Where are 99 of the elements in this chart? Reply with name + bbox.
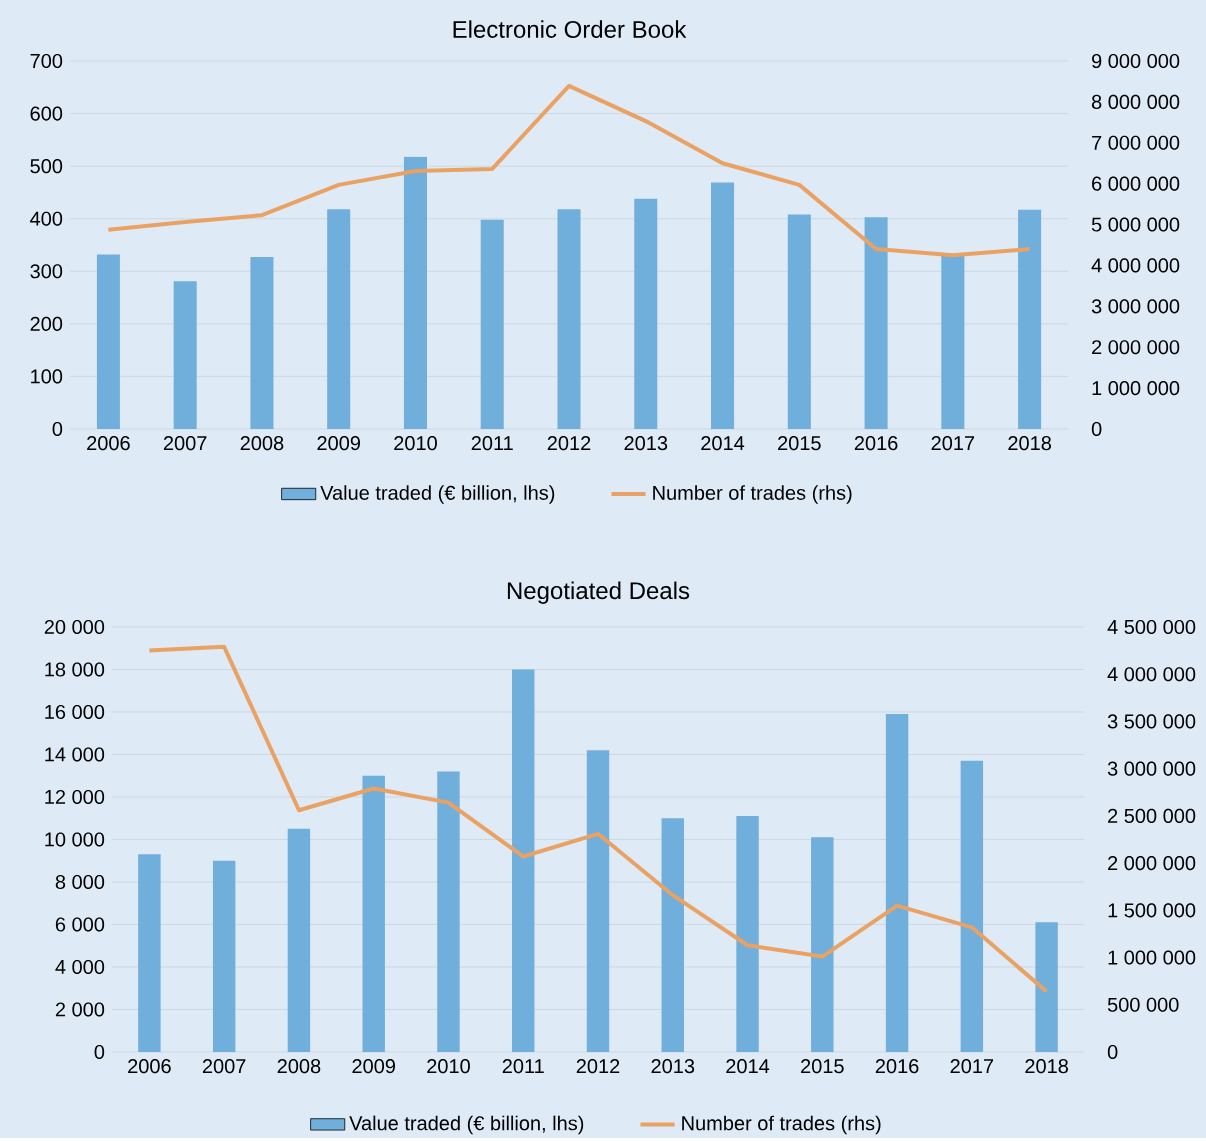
bar bbox=[138, 854, 161, 1052]
x-tick-label: 2017 bbox=[950, 1058, 994, 1074]
y2-tick-label: 9 000 000 bbox=[1092, 53, 1180, 69]
y-tick-label: 0 bbox=[94, 1044, 105, 1059]
bar bbox=[586, 750, 610, 1052]
x-tick-label: 2013 bbox=[651, 1058, 695, 1074]
y2-tick-label: 3 000 000 bbox=[1107, 761, 1196, 776]
y2-tick-label: 3 000 000 bbox=[1091, 299, 1180, 314]
x-tick-label: 2009 bbox=[352, 1058, 395, 1074]
bar bbox=[661, 818, 684, 1052]
y-tick-label: 300 bbox=[30, 264, 63, 279]
bar bbox=[864, 217, 888, 429]
x-tick-label: 2008 bbox=[240, 436, 284, 451]
y-tick-label: 8 000 bbox=[55, 874, 105, 889]
x-tick-label: 2006 bbox=[128, 1058, 171, 1074]
y-tick-label: 0 bbox=[52, 421, 63, 436]
legend-label: Value traded (€ billion, lhs) bbox=[320, 485, 555, 504]
legend-label: Value traded (€ billion, lhs) bbox=[349, 1115, 584, 1135]
y-tick-label: 12 000 bbox=[45, 789, 105, 804]
bar bbox=[480, 219, 504, 429]
y2-tick-label: 4 500 000 bbox=[1107, 619, 1196, 634]
x-tick-label: 2010 bbox=[427, 1058, 470, 1074]
y-tick-label: 400 bbox=[30, 211, 63, 226]
bar bbox=[1035, 922, 1058, 1052]
chart-title: Negotiated Deals bbox=[507, 581, 690, 604]
bar bbox=[362, 775, 385, 1052]
bar bbox=[1018, 209, 1042, 429]
y2-tick-label: 0 bbox=[1091, 421, 1102, 436]
y2-tick-label: 1 500 000 bbox=[1108, 903, 1196, 918]
y-tick-label: 20 000 bbox=[44, 619, 105, 634]
bar bbox=[711, 182, 735, 429]
x-tick-label: 2018 bbox=[1025, 1058, 1068, 1074]
y-tick-label: 2 000 bbox=[55, 1002, 105, 1017]
bar bbox=[212, 860, 236, 1052]
line-series bbox=[147, 644, 1049, 994]
y2-tick-label: 2 000 000 bbox=[1108, 855, 1196, 871]
y-tick-label: 16 000 bbox=[45, 704, 105, 719]
x-tick-label: 2015 bbox=[801, 1058, 844, 1074]
x-tick-label: 2008 bbox=[277, 1058, 321, 1074]
y2-tick-label: 4 000 000 bbox=[1107, 667, 1196, 682]
y2-tick-label: 7 000 000 bbox=[1092, 135, 1180, 150]
x-tick-label: 2007 bbox=[163, 436, 207, 451]
bar bbox=[941, 255, 965, 429]
y2-tick-label: 0 bbox=[1107, 1044, 1118, 1059]
y-tick-label: 500 bbox=[30, 159, 63, 174]
chart-title: Electronic Order Book bbox=[453, 20, 687, 38]
x-tick-label: 2014 bbox=[701, 436, 745, 451]
y2-tick-label: 8 000 000 bbox=[1091, 94, 1180, 109]
x-tick-label: 2007 bbox=[202, 1058, 246, 1074]
x-tick-label: 2010 bbox=[394, 436, 437, 451]
y-tick-label: 18 000 bbox=[45, 662, 105, 677]
y-tick-label: 700 bbox=[30, 53, 63, 69]
bar bbox=[327, 209, 351, 429]
legend-label: Number of trades (rhs) bbox=[682, 1115, 881, 1135]
bar bbox=[960, 760, 984, 1052]
y-tick-label: 10 000 bbox=[45, 832, 105, 847]
y2-tick-label: 2 500 000 bbox=[1108, 808, 1196, 823]
y-tick-label: 4 000 bbox=[55, 959, 105, 974]
bar bbox=[736, 816, 759, 1052]
bar bbox=[885, 714, 909, 1052]
bar bbox=[557, 209, 581, 429]
bar bbox=[811, 837, 834, 1052]
y2-tick-label: 6 000 000 bbox=[1092, 176, 1180, 191]
bar bbox=[250, 257, 274, 429]
y2-tick-label: 1 000 000 bbox=[1092, 380, 1180, 396]
y2-tick-label: 3 500 000 bbox=[1107, 714, 1196, 729]
line-series bbox=[106, 83, 1032, 258]
x-tick-label: 2009 bbox=[317, 436, 361, 451]
bar bbox=[173, 281, 197, 429]
x-tick-label: 2011 bbox=[471, 436, 513, 451]
y2-tick-label: 4 000 000 bbox=[1091, 258, 1180, 273]
bar bbox=[787, 214, 811, 429]
y2-tick-label: 2 000 000 bbox=[1092, 340, 1180, 355]
x-tick-label: 2006 bbox=[87, 436, 130, 451]
y-tick-label: 100 bbox=[31, 369, 63, 384]
x-tick-label: 2016 bbox=[854, 436, 898, 451]
bar bbox=[437, 771, 460, 1052]
x-tick-label: 2014 bbox=[726, 1058, 770, 1074]
y-tick-label: 6 000 bbox=[55, 917, 105, 932]
x-tick-label: 2012 bbox=[547, 436, 591, 451]
x-tick-label: 2011 bbox=[502, 1058, 544, 1074]
bar bbox=[512, 669, 535, 1052]
y2-tick-label: 1 000 000 bbox=[1108, 950, 1196, 965]
bar bbox=[287, 828, 311, 1052]
x-tick-label: 2016 bbox=[875, 1058, 919, 1074]
bar bbox=[634, 198, 658, 429]
y2-tick-label: 500 000 bbox=[1107, 997, 1179, 1012]
x-tick-label: 2013 bbox=[624, 436, 668, 451]
bar bbox=[403, 156, 427, 429]
y-tick-label: 14 000 bbox=[45, 747, 105, 762]
bar bbox=[96, 254, 120, 429]
x-tick-label: 2017 bbox=[931, 436, 975, 451]
x-tick-label: 2012 bbox=[576, 1058, 620, 1074]
x-tick-label: 2015 bbox=[778, 436, 821, 451]
y2-tick-label: 5 000 000 bbox=[1091, 217, 1180, 232]
x-tick-label: 2018 bbox=[1008, 436, 1051, 451]
y-tick-label: 200 bbox=[30, 316, 63, 331]
y-tick-label: 600 bbox=[30, 106, 63, 121]
legend-label: Number of trades (rhs) bbox=[653, 485, 852, 504]
